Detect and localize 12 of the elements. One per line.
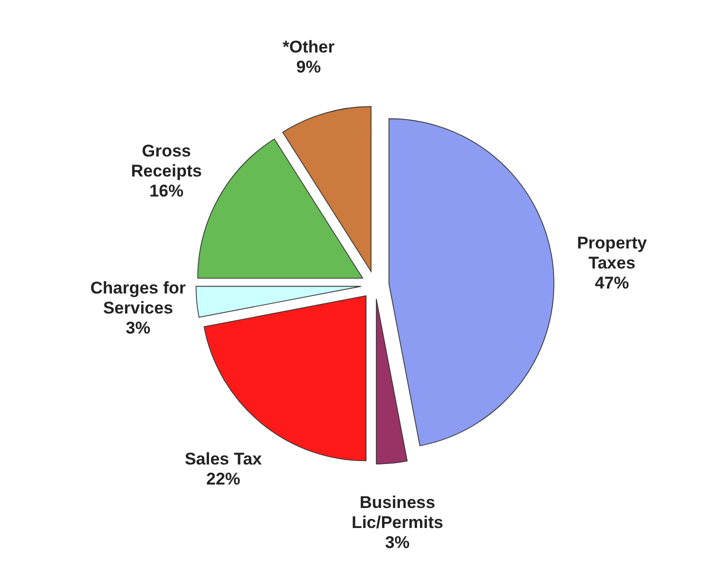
slice-label: Sales Tax <box>184 449 262 468</box>
data-label: 3% <box>385 532 410 552</box>
slice-label: Property Taxes <box>576 234 648 273</box>
data-label: 16% <box>149 181 184 200</box>
data-label: 3% <box>126 318 150 338</box>
slice-label: Gross Receipts <box>131 141 202 180</box>
slice-label: Charges for Services <box>90 278 186 318</box>
data-label: 47% <box>594 274 629 293</box>
data-label: 22% <box>206 469 240 488</box>
slice-label: *Other <box>282 37 335 56</box>
slice-label: Business Lic/Permits <box>352 492 444 532</box>
data-label: 9% <box>296 57 321 76</box>
